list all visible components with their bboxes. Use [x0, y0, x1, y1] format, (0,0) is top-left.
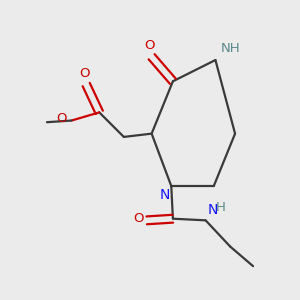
Text: O: O: [133, 212, 143, 225]
Text: O: O: [145, 39, 155, 52]
Text: H: H: [215, 202, 225, 214]
Text: O: O: [79, 67, 90, 80]
Text: N: N: [207, 203, 218, 217]
Text: N: N: [159, 188, 170, 202]
Text: O: O: [56, 112, 67, 125]
Text: NH: NH: [220, 42, 240, 55]
